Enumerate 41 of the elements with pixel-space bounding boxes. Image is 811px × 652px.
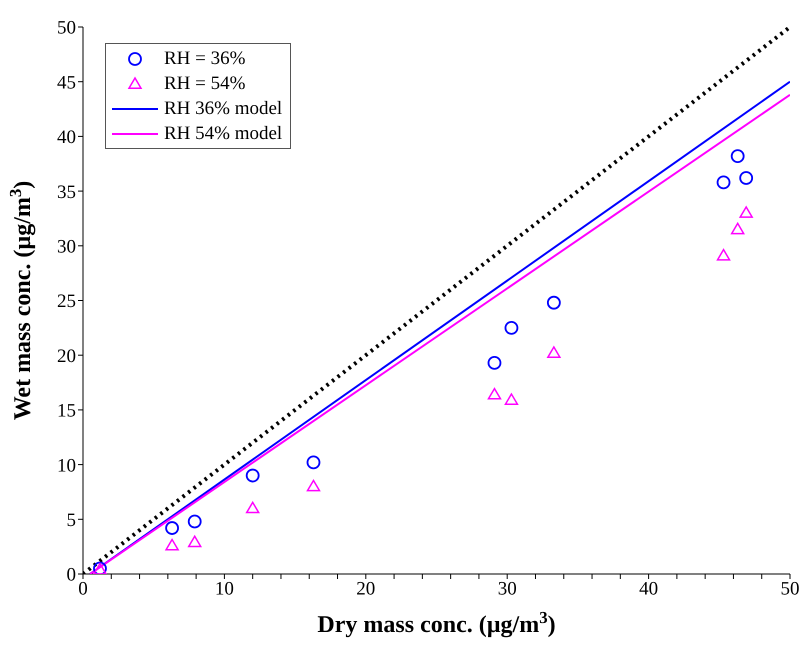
- y-tick-label: 5: [66, 510, 76, 532]
- point: [730, 222, 744, 234]
- legend-label: RH 36% model: [164, 98, 282, 120]
- point: [246, 502, 260, 514]
- y-tick-label: 25: [57, 291, 76, 312]
- point: [306, 480, 320, 492]
- y-tick-label: 30: [57, 236, 76, 258]
- y-tick-label: 40: [57, 127, 76, 148]
- point: [165, 538, 179, 551]
- point: [188, 536, 202, 548]
- y-tick-label: 15: [57, 400, 76, 422]
- y-tick-label: 45: [57, 72, 76, 94]
- point: [165, 521, 179, 535]
- point: [504, 393, 518, 406]
- point: [739, 171, 754, 185]
- x-tick-label: 20: [356, 578, 376, 600]
- legend-label: RH 54% model: [164, 122, 282, 144]
- point: [246, 468, 260, 482]
- x-tick-label: 50: [780, 578, 800, 600]
- point: [488, 356, 502, 370]
- y-tick-label: 35: [57, 182, 76, 203]
- point: [188, 514, 202, 528]
- y-tick-label: 50: [57, 18, 76, 39]
- point: [547, 346, 561, 358]
- y-tick-label: 10: [57, 455, 76, 476]
- x-tick-label: 30: [498, 578, 517, 600]
- x-tick-label: 10: [214, 578, 234, 600]
- point: [716, 248, 730, 261]
- y-tick-label: 0: [66, 564, 76, 586]
- point: [730, 149, 745, 163]
- legend-label: RH = 36%: [164, 48, 246, 70]
- x-axis-title: Dry mass conc. (µg/m$^{3}$): [317, 608, 556, 638]
- point: [504, 320, 518, 335]
- point: [546, 296, 561, 310]
- point: [739, 206, 753, 218]
- point: [716, 175, 730, 190]
- point: [488, 388, 502, 400]
- x-tick-label: 40: [639, 578, 658, 600]
- y-tick-label: 20: [57, 346, 76, 367]
- point: [306, 456, 320, 470]
- legend-label: RH = 54%: [164, 72, 246, 94]
